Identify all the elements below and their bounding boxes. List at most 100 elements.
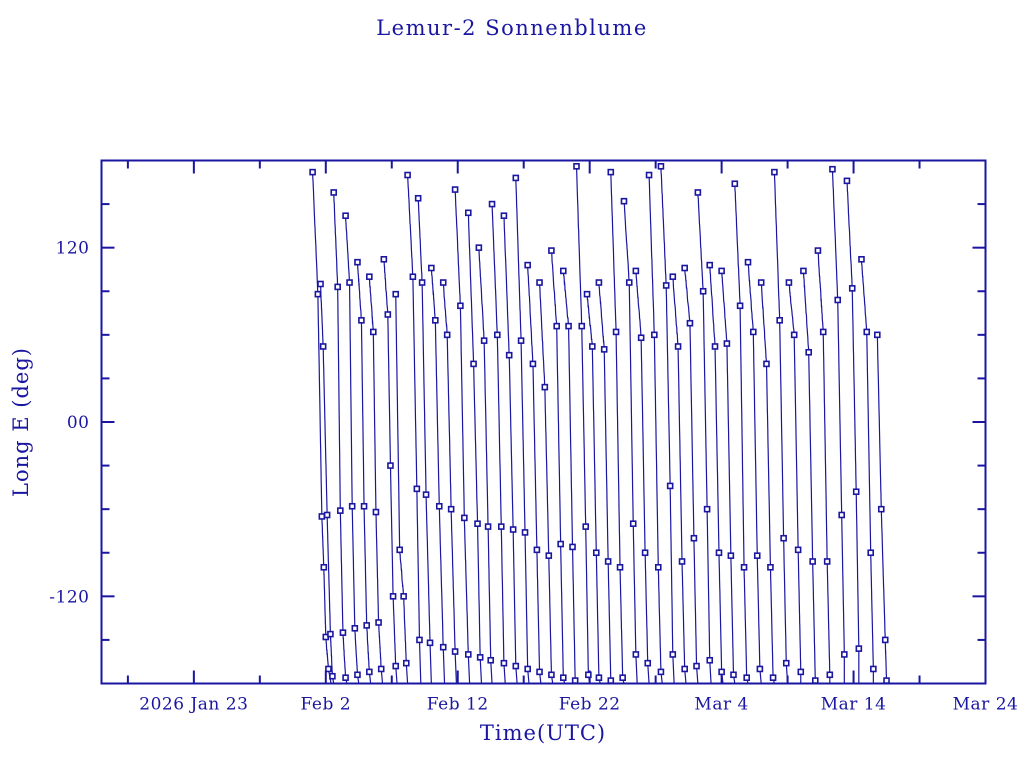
y-axis-title: Long E (deg) <box>9 347 33 497</box>
data-point-marker <box>505 351 513 359</box>
data-point-marker <box>360 502 368 510</box>
data-point-marker <box>731 180 739 188</box>
data-point-marker <box>500 659 508 667</box>
data-point-marker <box>595 674 603 681</box>
data-point-marker <box>389 593 397 600</box>
data-point-marker <box>475 244 483 251</box>
data-point-marker <box>600 346 608 353</box>
data-track <box>734 183 749 684</box>
data-point-marker <box>314 290 322 298</box>
data-point-marker <box>723 340 731 347</box>
data-point-marker <box>358 317 365 324</box>
data-point-marker <box>855 645 863 652</box>
data-track <box>356 263 372 684</box>
data-point-marker <box>464 651 472 658</box>
x-tick-label: 2026 Jan 23 <box>139 695 248 715</box>
data-point-marker <box>497 523 505 530</box>
y-axis-ticks <box>101 203 986 641</box>
data-point-marker <box>744 258 752 266</box>
data-point-marker <box>484 523 492 530</box>
data-point-marker <box>607 168 615 176</box>
data-point-marker <box>718 668 725 676</box>
data-point-marker <box>616 563 624 571</box>
data-point-marker <box>422 491 430 498</box>
data-point-marker <box>592 549 600 557</box>
data-point-marker <box>834 296 842 304</box>
data-point-marker <box>843 177 851 185</box>
data-point-marker <box>693 662 700 670</box>
data-point-marker <box>330 189 338 196</box>
data-point-marker <box>666 482 674 490</box>
data-point-marker <box>669 273 677 281</box>
data-point-marker <box>619 674 626 681</box>
data-point-marker <box>637 334 645 342</box>
data-point-marker <box>632 267 640 275</box>
data-track <box>538 282 554 684</box>
data-point-marker <box>384 311 392 318</box>
data-point-marker <box>329 672 336 680</box>
data-point-marker <box>413 485 421 493</box>
data-track <box>407 172 422 684</box>
data-point-marker <box>461 514 468 522</box>
data-point-marker <box>604 558 612 565</box>
data-track <box>550 250 566 684</box>
data-track <box>467 211 483 684</box>
data-point-marker <box>337 507 344 514</box>
data-point-marker <box>678 558 686 565</box>
data-point-marker <box>418 279 426 286</box>
data-point-marker <box>428 264 435 272</box>
data-point-marker <box>323 511 331 519</box>
data-point-marker <box>533 546 541 554</box>
data-point-marker <box>354 258 361 266</box>
data-track <box>747 260 762 684</box>
data-point-marker <box>877 505 885 513</box>
data-point-marker <box>548 671 555 679</box>
data-track <box>760 283 775 684</box>
data-point-marker <box>841 651 848 658</box>
data-point-marker <box>870 665 877 673</box>
data-point-marker <box>404 171 411 179</box>
data-point-marker <box>320 563 328 571</box>
data-point-marker <box>545 552 553 559</box>
y-tick-label: 120 <box>56 239 90 259</box>
data-track <box>660 167 675 684</box>
data-track <box>846 179 860 684</box>
data-point-marker <box>488 200 496 208</box>
plot-frame <box>100 159 987 685</box>
data-point-marker <box>363 622 371 629</box>
x-tick-label: Feb 12 <box>427 695 489 715</box>
data-point-marker <box>797 668 805 676</box>
data-point-marker <box>686 319 694 327</box>
data-point-marker <box>334 283 341 291</box>
data-point-marker <box>809 558 816 565</box>
data-point-marker <box>811 677 819 684</box>
data-point-marker <box>392 662 400 670</box>
data-point-marker <box>517 337 525 344</box>
data-point-marker <box>776 317 783 324</box>
data-point-marker <box>439 279 447 286</box>
data-track <box>417 199 432 684</box>
data-point-marker <box>780 534 787 542</box>
data-point-marker <box>625 279 633 286</box>
data-point-marker <box>509 526 517 533</box>
page-title: Lemur-2 Sonnenblume <box>376 16 648 40</box>
data-point-marker <box>400 593 407 600</box>
data-track <box>491 202 506 684</box>
data-point-marker <box>451 186 459 193</box>
data-point-marker <box>800 267 807 275</box>
data-point-marker <box>657 668 665 676</box>
y-tick-label: -120 <box>49 587 89 607</box>
data-point-marker <box>582 523 590 530</box>
data-point-marker <box>548 247 555 254</box>
data-track <box>312 174 332 684</box>
x-tick-label: Feb 2 <box>301 695 352 715</box>
data-point-marker <box>585 671 592 679</box>
data-point-marker <box>669 651 677 658</box>
data-point-marker <box>375 619 382 626</box>
data-point-marker <box>607 677 615 684</box>
y-tick-label: 00 <box>67 413 90 433</box>
data-point-marker <box>736 302 744 310</box>
data-point-marker <box>852 488 860 496</box>
data-point-marker <box>354 671 361 679</box>
